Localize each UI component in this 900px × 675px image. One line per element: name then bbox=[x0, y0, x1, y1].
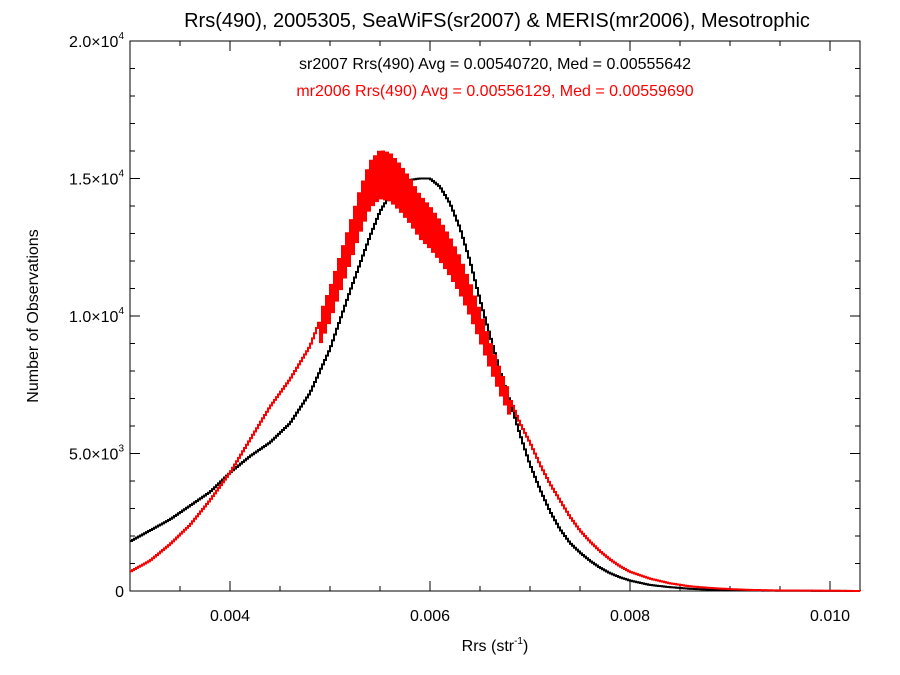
chart-title: Rrs(490), 2005305, SeaWiFS(sr2007) & MER… bbox=[184, 10, 810, 32]
plot-frame bbox=[129, 40, 861, 592]
series-line-sr2007 bbox=[130, 177, 860, 592]
y-axis-label: Number of Observations bbox=[25, 229, 42, 402]
x-tick-label: 0.008 bbox=[610, 608, 650, 625]
legend-entry-sr2007: sr2007 Rrs(490) Avg = 0.00540720, Med = … bbox=[299, 56, 691, 73]
x-tick-label: 0.004 bbox=[210, 608, 250, 625]
x-axis-label: Rrs (str-1) bbox=[462, 636, 529, 655]
y-tick-label: 2.0×104 bbox=[69, 31, 124, 51]
series-line-mr2006 bbox=[130, 150, 861, 592]
legend-entry-mr2006: mr2006 Rrs(490) Avg = 0.00556129, Med = … bbox=[296, 83, 693, 100]
y-tick-label: 5.0×103 bbox=[69, 444, 124, 464]
x-tick-label: 0.006 bbox=[410, 608, 450, 625]
y-tick-label: 1.5×104 bbox=[69, 169, 124, 189]
y-axis: 0 5.0×103 1.0×104 1.5×104 2.0×104 bbox=[69, 31, 860, 601]
x-tick-label: 0.010 bbox=[810, 608, 850, 625]
y-tick-label: 0 bbox=[115, 584, 124, 601]
x-axis: 0.004 0.006 0.008 0.010 bbox=[179, 41, 850, 625]
y-tick-label: 1.0×104 bbox=[69, 306, 124, 326]
